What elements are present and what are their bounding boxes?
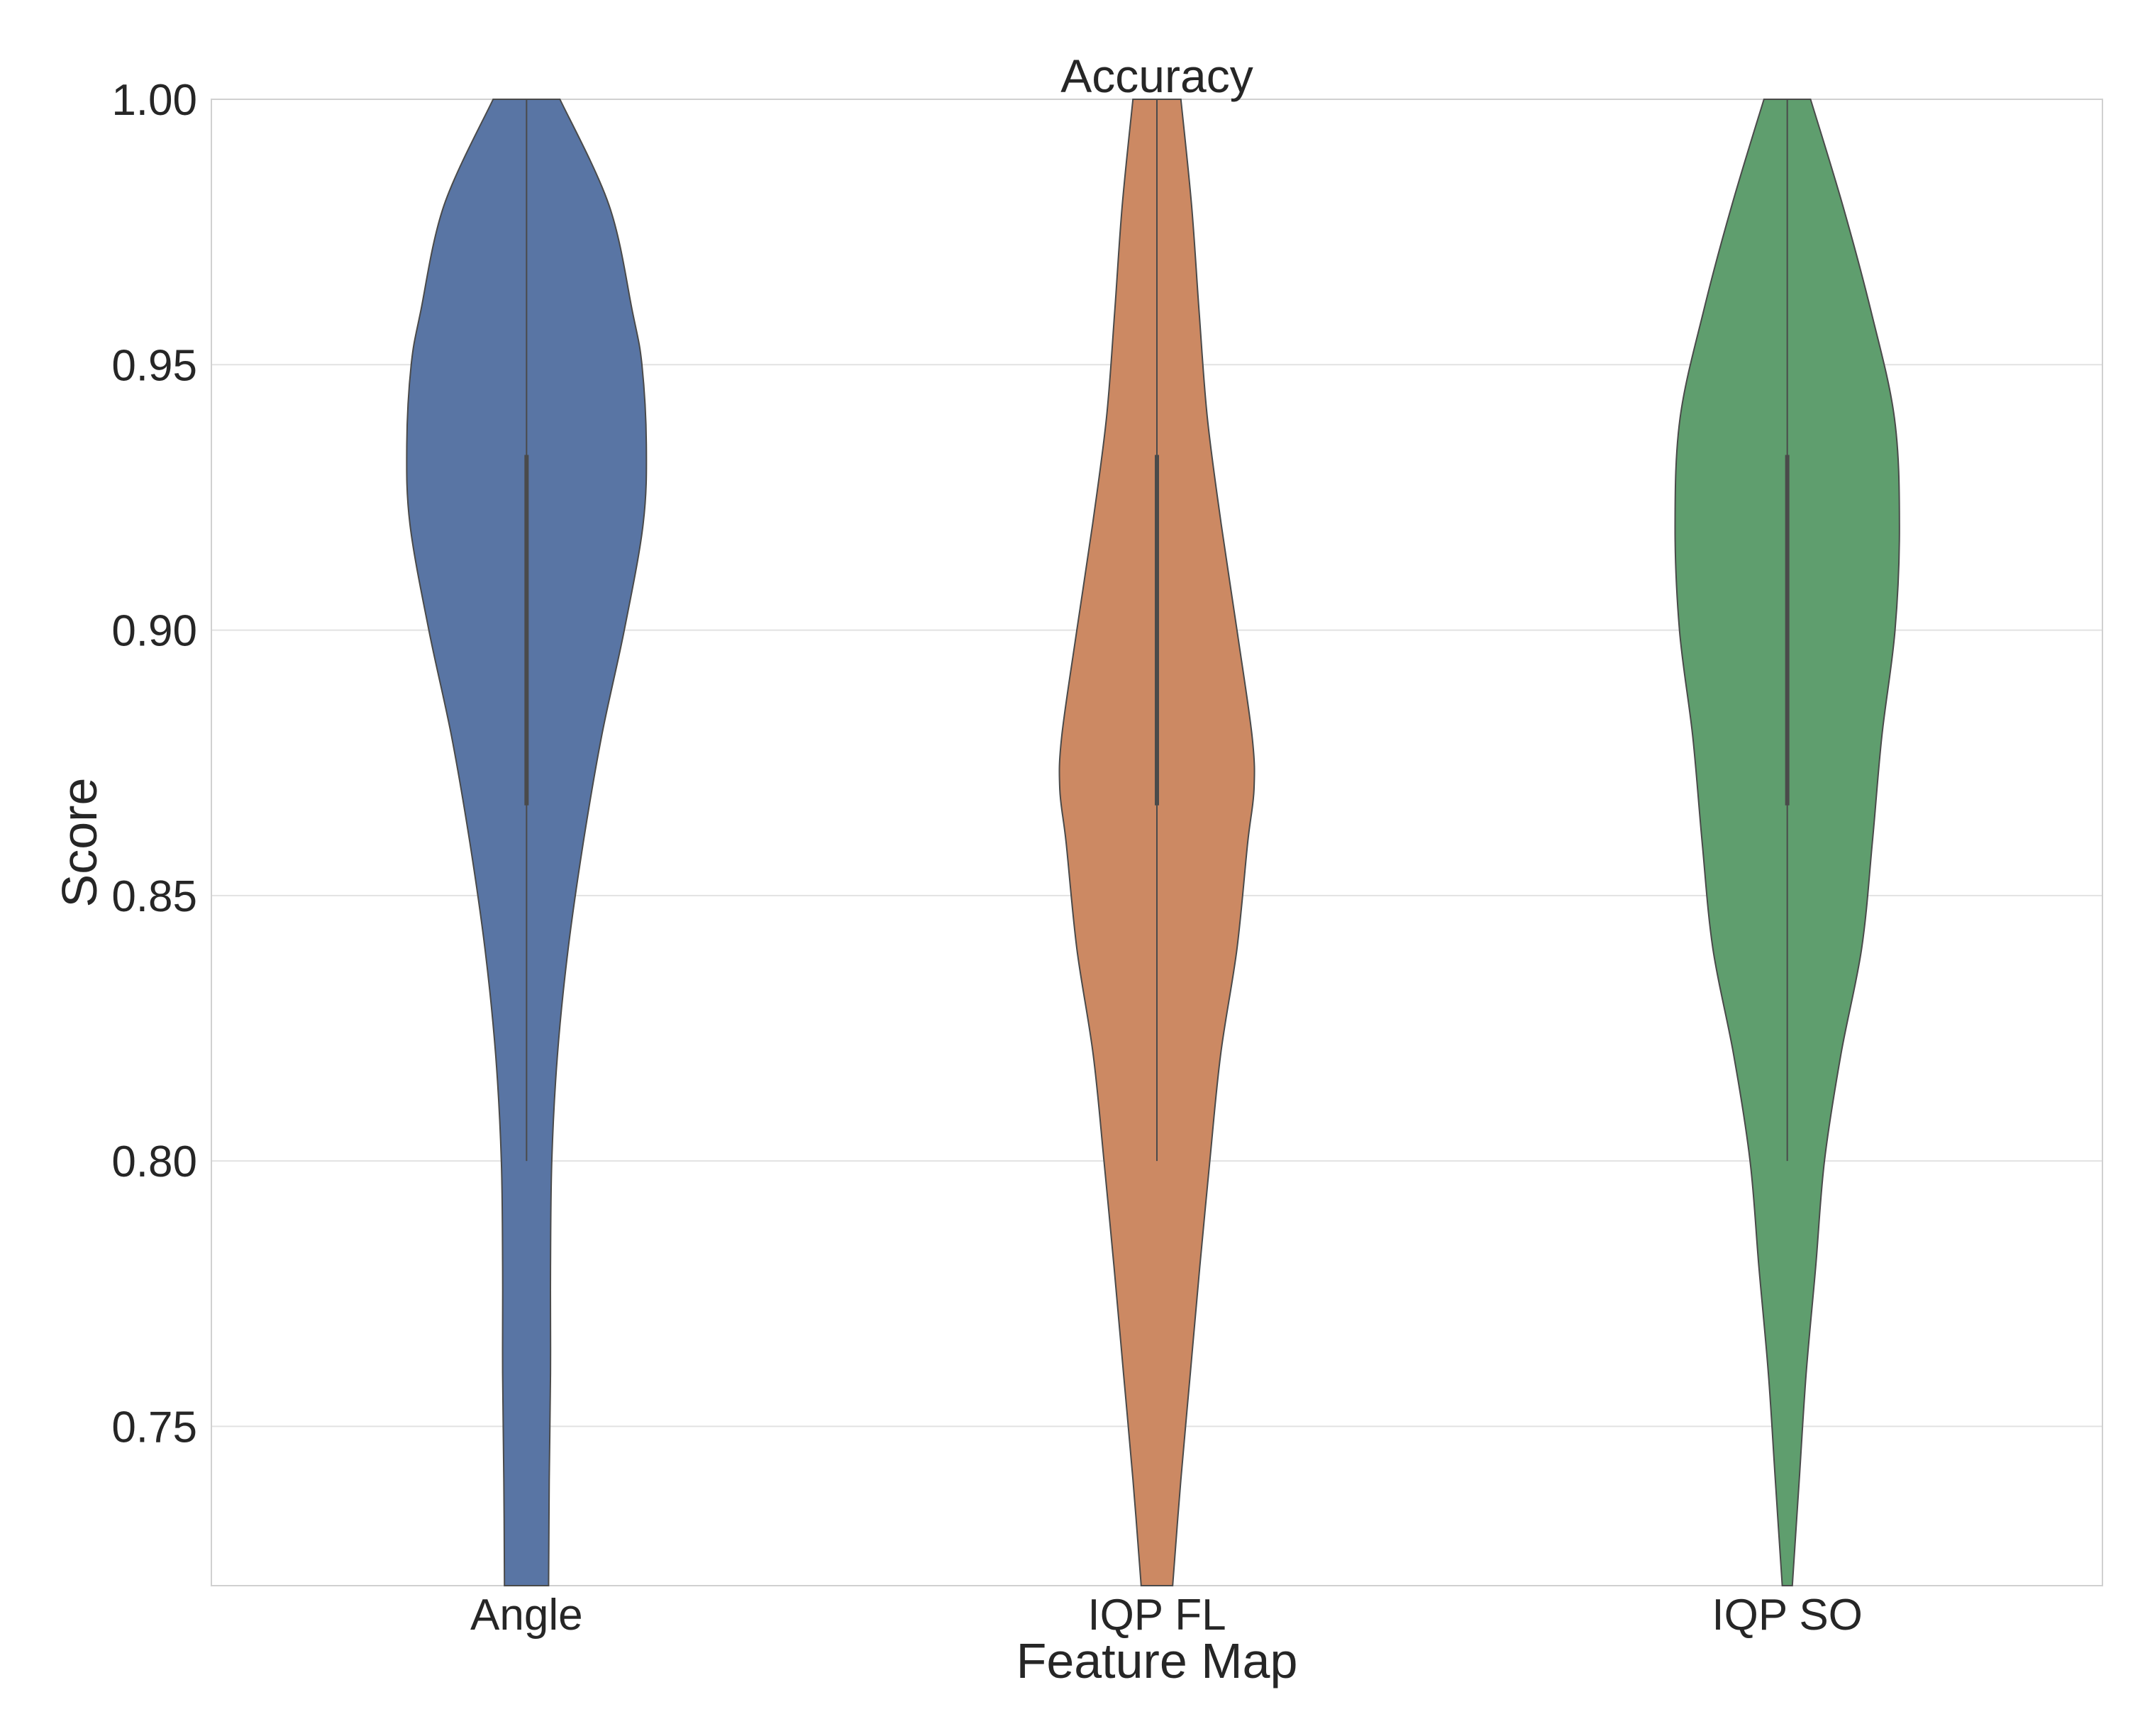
x-tick-label: Angle — [470, 1591, 583, 1640]
x-tick-label: IQP SO — [1712, 1591, 1863, 1640]
y-tick-label: 1.00 — [111, 76, 197, 125]
y-tick-labels: 0.75 0.80 0.85 0.90 0.95 1.00 — [111, 76, 197, 1452]
inner-boxes — [524, 99, 1790, 1162]
y-tick-label: 0.85 — [111, 872, 197, 921]
violin-bodies — [406, 99, 1900, 1586]
y-tick-label: 0.80 — [111, 1137, 197, 1186]
y-tick-label: 0.95 — [111, 341, 197, 390]
y-axis-label: Score — [52, 778, 107, 908]
x-tick-labels: Angle IQP FL IQP SO — [470, 1591, 1863, 1640]
x-axis-label: Feature Map — [1016, 1633, 1298, 1688]
y-tick-label: 0.90 — [111, 607, 197, 656]
chart-title: Accuracy — [1060, 50, 1253, 102]
x-tick-label: IQP FL — [1087, 1591, 1226, 1640]
y-tick-label: 0.75 — [111, 1403, 197, 1452]
